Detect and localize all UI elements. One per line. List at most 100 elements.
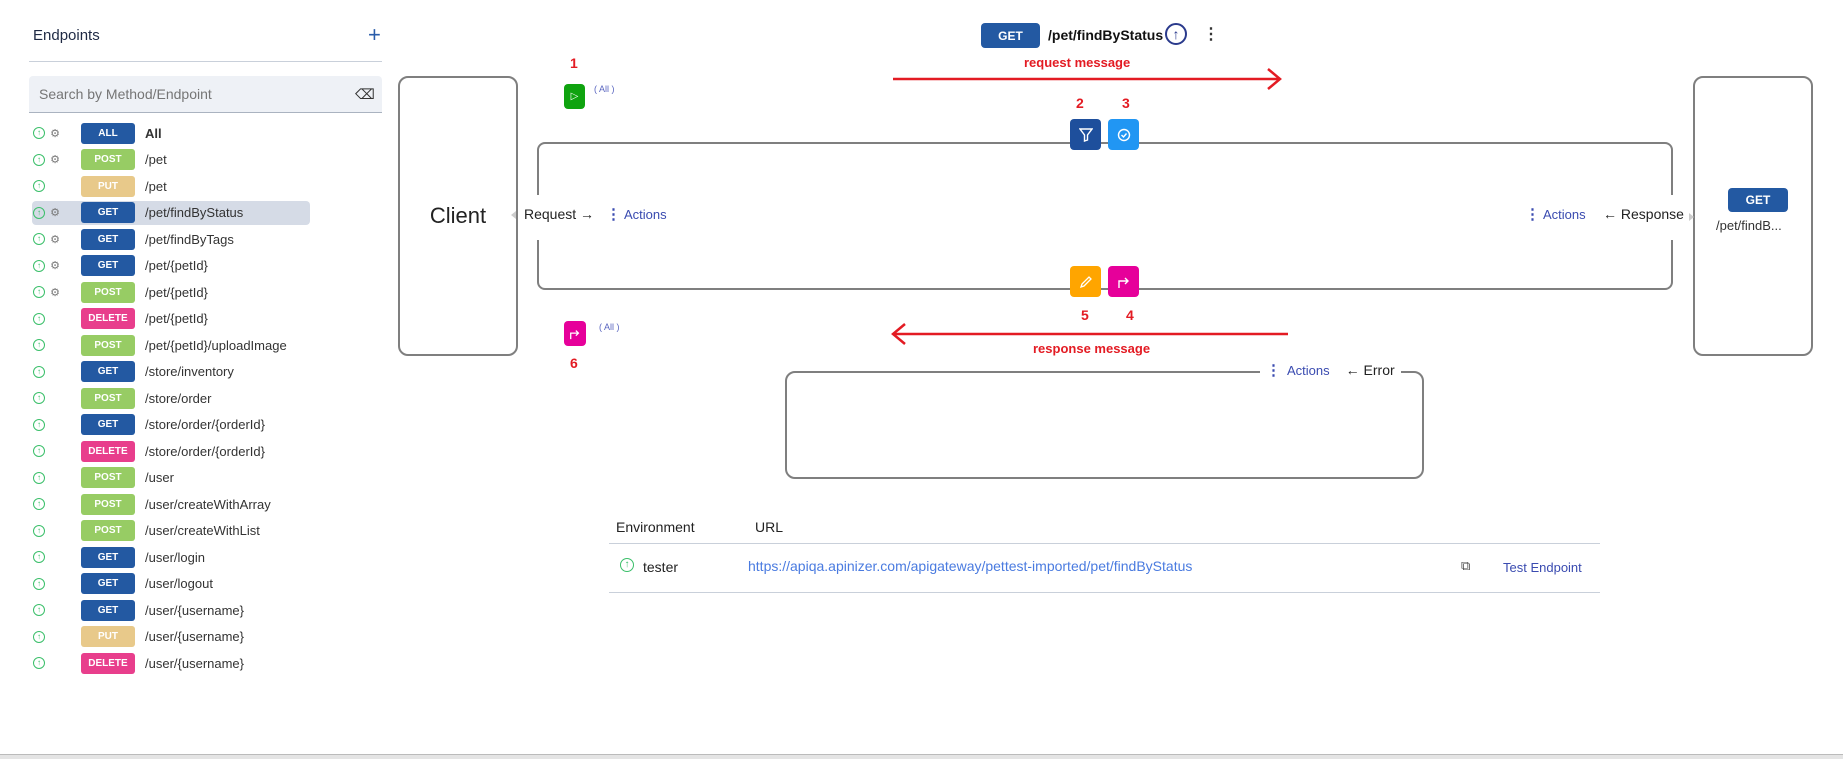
filter-icon[interactable] [1070, 119, 1101, 150]
status-up-icon: ↑ [33, 418, 45, 431]
status-up-icon: ↑ [33, 339, 45, 351]
sidebar-item[interactable]: ↑ DELETE/pet/{petId} [32, 307, 310, 331]
status-up-icon: ↑ [33, 604, 45, 616]
copy-icon[interactable]: ⧉ [1461, 558, 1471, 573]
annotation-2: 2 [1076, 95, 1084, 111]
more-options-icon[interactable]: ⋮ [1203, 26, 1219, 43]
method-badge: GET [81, 228, 135, 250]
endpoint-path: /pet/{petId} [145, 311, 208, 326]
sidebar-item[interactable]: ↑ ⚙ ALL All [32, 121, 310, 145]
error-redirect-icon[interactable] [564, 321, 586, 346]
endpoint-path: All [145, 125, 162, 141]
client-label: Client [429, 203, 487, 228]
sidebar-item[interactable]: ↑ POST/user [32, 466, 310, 490]
validate-check-icon[interactable] [1108, 119, 1139, 150]
gear-icon[interactable]: ⚙ [50, 127, 60, 140]
status-up-icon: ↑ [33, 286, 45, 298]
endpoint-url[interactable]: https://apiqa.apinizer.com/apigateway/pe… [748, 558, 1193, 574]
status-up-icon: ↑ [33, 445, 45, 457]
method-badge: GET [81, 599, 135, 621]
col-url: URL [755, 519, 784, 535]
request-response-box [537, 142, 1673, 290]
endpoint-path: /user/login [145, 549, 205, 565]
sidebar-item[interactable]: ↑ POST/user/createWithList [32, 519, 310, 543]
response-actions-dots-icon[interactable]: ⋮ [1525, 206, 1540, 223]
request-actions-link[interactable]: Actions [624, 207, 667, 222]
method-badge: DELETE [81, 308, 135, 329]
connector-icon [1689, 213, 1694, 221]
sidebar-item[interactable]: ↑ POST/store/order [32, 386, 310, 410]
method-badge: PUT [81, 175, 135, 197]
search-field[interactable] [29, 76, 382, 113]
method-badge: DELETE [81, 652, 135, 674]
endpoint-path: /pet/findByTags [145, 231, 234, 247]
deploy-up-icon[interactable]: ↑ [1165, 23, 1187, 45]
sidebar-item[interactable]: ↑ GET/store/order/{orderId} [32, 413, 310, 437]
endpoint-path: /pet [145, 152, 167, 167]
sidebar-item[interactable]: ↑ ⚙ POST/pet [32, 148, 310, 172]
bottom-scrollbar[interactable] [0, 754, 1843, 759]
method-badge: GET [81, 255, 135, 276]
header-method-badge: GET [981, 23, 1040, 48]
error-actions-link[interactable]: Actions [1287, 362, 1330, 378]
annotation-6: 6 [570, 355, 578, 371]
response-actions-link[interactable]: Actions [1543, 207, 1586, 222]
gear-icon[interactable]: ⚙ [50, 260, 60, 272]
backend-box [1693, 76, 1813, 356]
endpoint-path: /store/inventory [145, 364, 234, 379]
response-arrow [891, 323, 1288, 345]
sidebar-item[interactable]: ↑ POST/pet/{petId}/uploadImage [32, 333, 310, 357]
gear-icon[interactable]: ⚙ [50, 207, 60, 219]
annotation-1: 1 [570, 55, 578, 71]
method-badge: POST [81, 467, 135, 488]
sidebar-item[interactable]: ↑ GET/user/logout [32, 572, 310, 596]
status-up-icon: ↑ [620, 558, 634, 572]
search-input[interactable] [39, 86, 339, 102]
gear-icon[interactable]: ⚙ [50, 286, 60, 299]
sidebar-divider [29, 61, 382, 62]
redirect-arrow-icon[interactable] [1108, 266, 1139, 297]
method-badge: POST [81, 334, 135, 356]
request-actions-dots-icon[interactable]: ⋮ [606, 206, 621, 223]
sidebar-item[interactable]: ↑ ⚙ GET/pet/findByTags [32, 227, 310, 251]
endpoint-path: /store/order [145, 390, 212, 406]
endpoint-path: /pet/{petId}/uploadImage [145, 337, 287, 353]
edit-pencil-icon[interactable] [1070, 266, 1101, 297]
test-endpoint-button[interactable]: Test Endpoint [1503, 560, 1582, 575]
status-up-icon: ↑ [33, 233, 45, 245]
request-arrow [893, 68, 1282, 90]
client-box: Client [398, 76, 518, 356]
annotation-3: 3 [1122, 95, 1130, 111]
endpoint-path: /user [145, 470, 174, 485]
play-icon[interactable]: ▷ [564, 84, 585, 109]
sidebar-item[interactable]: ↑ PUT/pet [32, 174, 310, 198]
sidebar-item[interactable]: ↑ PUT/user/{username} [32, 625, 310, 649]
gear-icon[interactable]: ⚙ [50, 233, 60, 246]
add-endpoint-button[interactable]: + [368, 22, 381, 47]
connector-icon [511, 211, 516, 219]
sidebar-item[interactable]: ↑ ⚙ GET/pet/findByStatus [32, 200, 310, 225]
method-badge: GET [81, 414, 135, 435]
sidebar-item[interactable]: ↑ POST/user/createWithArray [32, 492, 310, 516]
status-up-icon: ↑ [33, 551, 45, 563]
sidebar-item[interactable]: ↑ DELETE/user/{username} [32, 651, 310, 675]
endpoint-path: /store/order/{orderId} [145, 417, 265, 432]
sidebar-item[interactable]: ↑ ⚙ GET/pet/{petId} [32, 254, 310, 278]
method-badge: POST [81, 281, 135, 303]
eraser-icon[interactable]: ⌫ [355, 86, 375, 102]
status-up-icon: ↑ [33, 392, 45, 404]
status-up-icon: ↑ [33, 312, 45, 325]
error-actions-dots-icon[interactable]: ⋮ [1266, 362, 1281, 379]
sidebar-item[interactable]: ↑ GET/store/inventory [32, 360, 310, 384]
method-badge: ALL [81, 122, 135, 144]
response-message-label: response message [1033, 341, 1151, 356]
sidebar-item[interactable]: ↑ ⚙ POST/pet/{petId} [32, 280, 310, 304]
sidebar-item[interactable]: ↑ GET/user/login [32, 545, 310, 569]
endpoint-path: /user/{username} [145, 602, 245, 618]
status-up-icon: ↑ [33, 206, 45, 219]
gear-icon[interactable]: ⚙ [50, 154, 60, 166]
backend-method-badge: GET [1728, 188, 1788, 212]
sidebar-item[interactable]: ↑ DELETE/store/order/{orderId} [32, 439, 310, 463]
sidebar-item[interactable]: ↑ GET/user/{username} [32, 598, 310, 622]
endpoint-path: /pet/{petId} [145, 284, 208, 300]
